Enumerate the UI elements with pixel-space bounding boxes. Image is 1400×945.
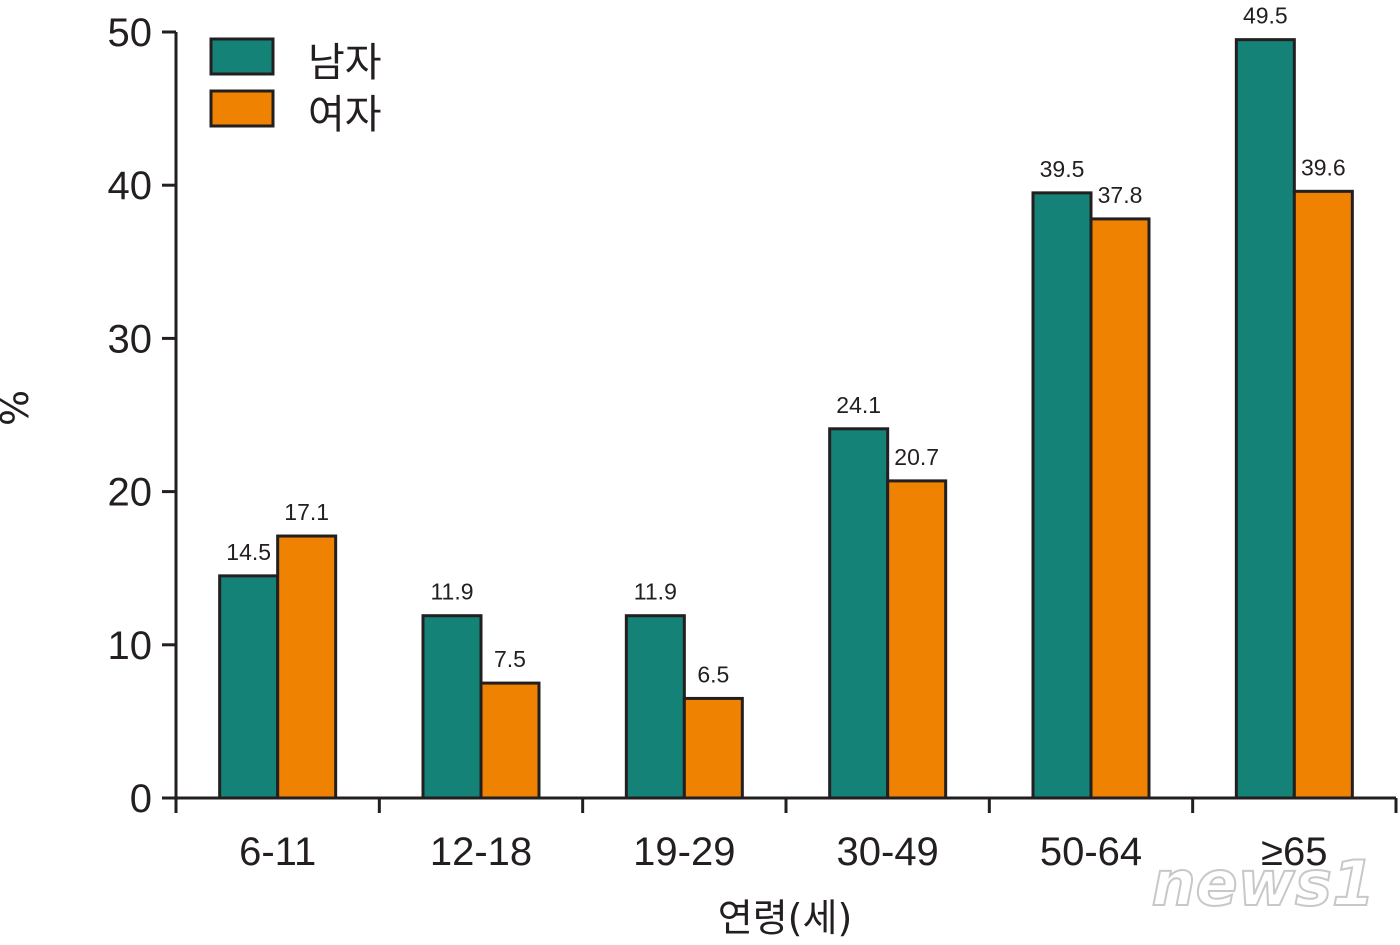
x-axis-title: 연령(세) [718, 896, 853, 940]
y-tick-label-2: 20 [108, 471, 153, 515]
news1-watermark-logo: news1 [1151, 847, 1375, 920]
legend-label-female: 여자 [308, 92, 382, 138]
axes-group [174, 32, 1396, 800]
data-label-series1-3: 20.7 [894, 444, 939, 470]
y-tick-label-5: 50 [108, 11, 153, 55]
legend-swatch-male [209, 37, 275, 76]
bar-series1-3 [886, 479, 948, 800]
bar-series1-2 [682, 696, 744, 800]
y-tick-label-0: 0 [130, 777, 152, 821]
y-ticks-group: 0 10 20 30 40 50 [108, 11, 176, 821]
bar-series0-5 [1234, 38, 1296, 800]
data-label-series1-1: 7.5 [494, 646, 526, 672]
data-label-series1-5: 39.6 [1301, 154, 1346, 180]
data-label-series1-4: 37.8 [1098, 182, 1143, 208]
data-label-series0-3: 24.1 [836, 392, 881, 418]
bar-series1-0 [276, 534, 338, 800]
bar-series0-0 [218, 574, 280, 800]
bar-series1-4 [1089, 217, 1151, 800]
legend: 남자 여자 [209, 37, 382, 138]
x-tick-label-0: 6-11 [239, 830, 316, 874]
data-label-series0-1: 11.9 [430, 579, 473, 605]
data-label-series0-2: 11.9 [634, 579, 677, 605]
legend-swatch-female [209, 89, 275, 128]
x-tick-label-2: 19-29 [633, 830, 735, 874]
y-tick-label-1: 10 [108, 624, 153, 668]
bar-series1-1 [479, 681, 541, 800]
x-tick-label-4: 50-64 [1040, 830, 1142, 874]
data-label-series0-5: 49.5 [1243, 3, 1288, 29]
bar-series0-1 [421, 614, 483, 800]
x-tick-label-5: ≥65 [1261, 830, 1327, 874]
bar-series1-5 [1292, 189, 1354, 800]
y-axis-title: % [0, 390, 37, 426]
bar-series0-4 [1031, 191, 1093, 800]
y-tick-label-3: 30 [108, 317, 153, 361]
y-tick-label-4: 40 [108, 164, 153, 208]
bar-series0-2 [624, 614, 686, 800]
legend-label-male: 남자 [308, 40, 382, 86]
bar-series0-3 [828, 427, 890, 800]
data-label-series0-4: 39.5 [1040, 156, 1085, 182]
x-ticks-group: 6-11 12-18 19-29 30-49 50-64 ≥65 [174, 798, 1398, 874]
x-tick-label-1: 12-18 [430, 830, 532, 874]
x-tick-label-3: 30-49 [837, 830, 939, 874]
data-label-series1-0: 17.1 [284, 499, 329, 525]
bars-group [218, 38, 1354, 800]
data-label-series1-2: 6.5 [697, 661, 729, 687]
data-labels-group: 14.5 17.1 11.9 7.5 11.9 6.5 24.1 20.7 39.5 37.8 49… [226, 3, 1345, 688]
data-label-series0-0: 14.5 [226, 539, 271, 565]
